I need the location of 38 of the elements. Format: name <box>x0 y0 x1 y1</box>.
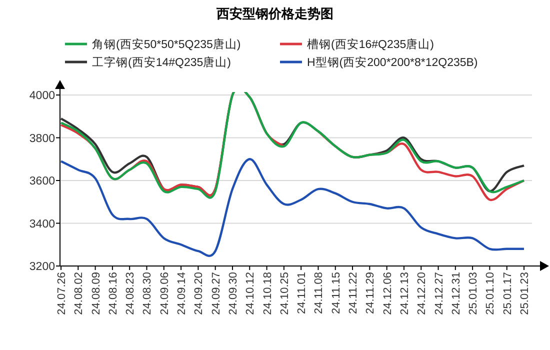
x-tick-label: 24.10.18 <box>262 272 274 315</box>
x-tick-label: 24.12.27 <box>433 272 446 315</box>
x-tick-label: 24.11.29 <box>364 272 377 314</box>
legend-label: 角钢(西安50*50*5Q235唐山) <box>92 37 241 51</box>
x-tick-label: 24.09.30 <box>227 272 240 315</box>
x-tick-label: 24.07.26 <box>56 272 68 315</box>
x-tick-label: 24.08.16 <box>107 272 120 315</box>
legend-label: 槽钢(西安16#Q235唐山) <box>307 37 434 51</box>
x-tick-label: 24.12.31 <box>450 272 462 315</box>
x-tick-label: 24.09.20 <box>193 272 206 315</box>
x-tick-label: 24.08.23 <box>124 272 137 315</box>
x-tick-label: 24.12.13 <box>398 272 411 315</box>
x-tick-label: 24.12.20 <box>416 272 428 315</box>
legend-label: 工字钢(西安14#Q235唐山) <box>92 55 232 69</box>
x-tick-label: 24.09.06 <box>158 272 171 315</box>
y-tick-label: 3800 <box>29 132 55 145</box>
x-tick-label: 24.08.02 <box>73 272 86 315</box>
x-tick-label: 24.12.06 <box>382 272 394 315</box>
legend-label: H型钢(西安200*200*8*12Q235B) <box>307 55 478 69</box>
x-tick-label: 24.11.08 <box>313 272 326 314</box>
x-tick-label: 25.01.10 <box>484 272 497 315</box>
x-tick-label: 24.11.01 <box>296 272 308 314</box>
chart-title: 西安型钢价格走势图 <box>216 6 334 21</box>
x-tick-label: 25.01.03 <box>468 272 480 315</box>
y-tick-label: 3400 <box>29 218 55 230</box>
x-tick-label: 24.08.30 <box>142 272 154 315</box>
x-tick-label: 25.01.23 <box>519 272 531 315</box>
x-tick-label: 25.01.17 <box>502 272 514 315</box>
y-tick-label: 3600 <box>29 176 55 188</box>
x-tick-label: 24.10.12 <box>244 272 257 315</box>
x-tick-label: 24.09.27 <box>210 272 222 315</box>
x-tick-label: 24.10.25 <box>278 272 291 315</box>
x-tick-label: 24.08.09 <box>90 272 102 315</box>
x-tick-label: 24.09.14 <box>176 272 188 315</box>
y-tick-label: 4000 <box>29 90 55 102</box>
x-tick-label: 24.11.15 <box>330 272 342 314</box>
x-tick-label: 24.11.22 <box>348 272 360 314</box>
y-tick-label: 3200 <box>29 261 55 273</box>
